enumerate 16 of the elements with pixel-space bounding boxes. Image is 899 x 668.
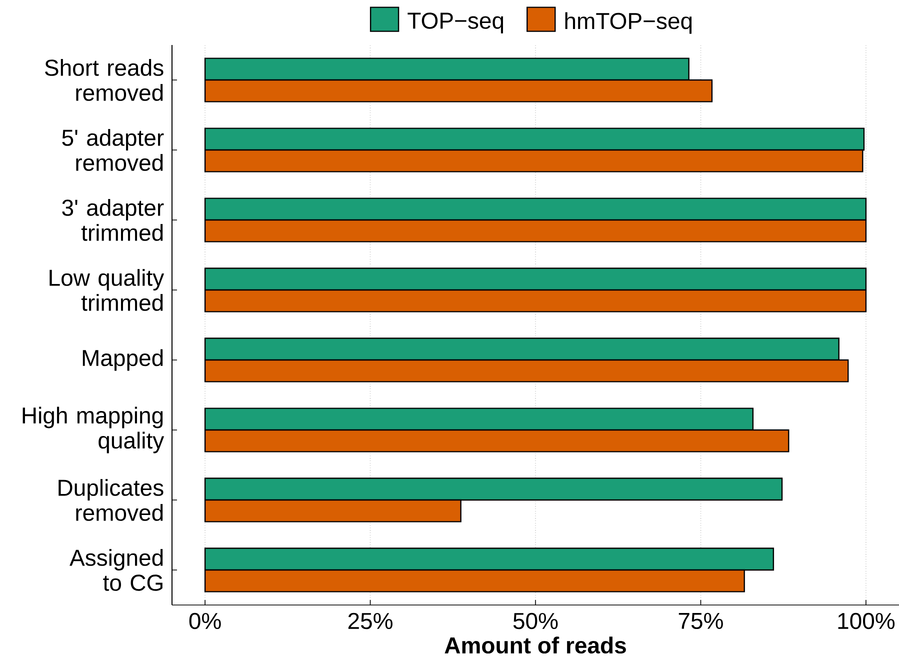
x-tick-label: 75% (678, 612, 723, 630)
y-tick-label: 3' adapter trimmed (62, 199, 164, 241)
x-tick-label: 0% (189, 612, 221, 630)
y-tick-label: Mapped (82, 349, 163, 371)
y-tick-label: Low quality trimmed (50, 269, 164, 311)
y-tick-label: 5' adapter removed (62, 129, 164, 171)
y-tick-label: Short reads removed (45, 59, 164, 101)
y-tick-label: Assigned to CG (70, 549, 163, 591)
y-tick-label: High mapping quality (22, 406, 164, 454)
x-axis-title: Amount of reads (444, 636, 626, 654)
x-tick-label: 100% (838, 612, 895, 630)
x-tick-label: 25% (348, 612, 392, 630)
legend-label: TOP−seq (408, 12, 504, 34)
y-tick-label: Duplicates removed (58, 479, 164, 521)
legend-label: hmTOP−seq (565, 12, 692, 34)
x-tick-label: 50% (513, 612, 558, 630)
